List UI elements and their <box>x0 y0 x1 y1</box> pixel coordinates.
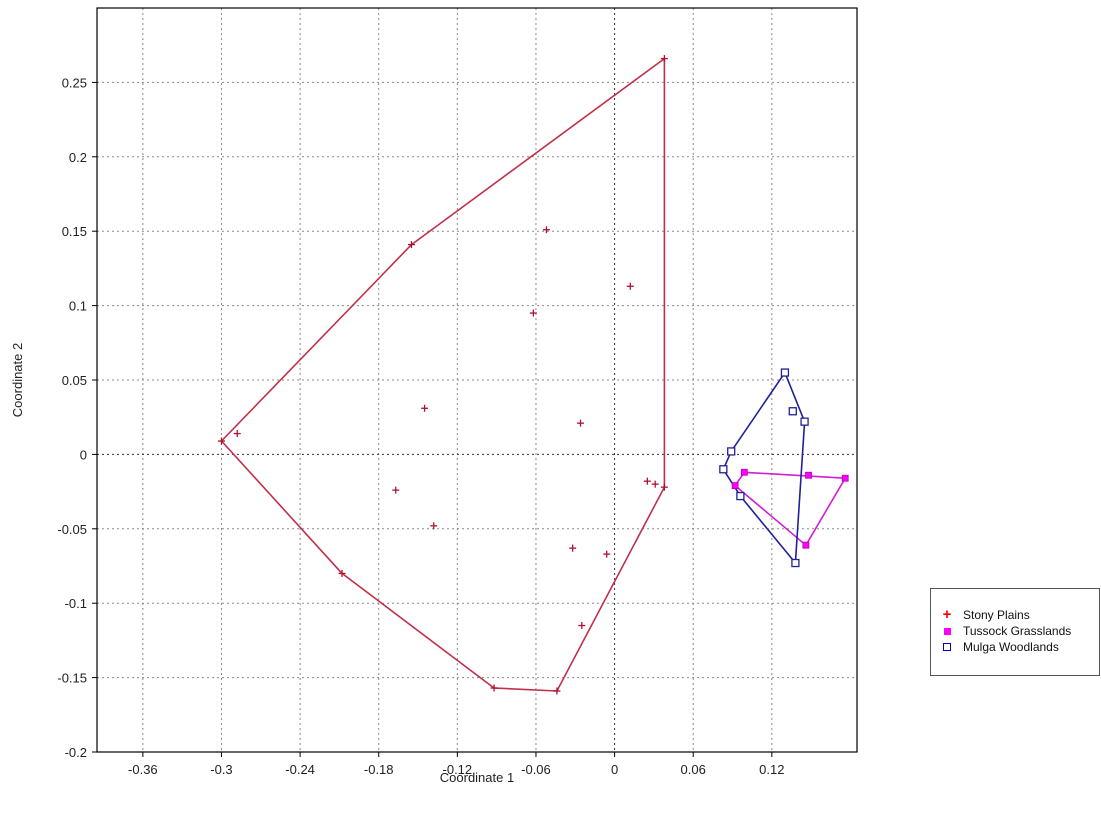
point-stony-plains <box>542 226 550 234</box>
point-stony-plains <box>603 550 611 558</box>
point-mulga-woodlands <box>727 447 736 456</box>
point-stony-plains <box>338 569 346 577</box>
grid-lines <box>97 8 857 753</box>
y-tick-label: 0 <box>80 447 87 462</box>
y-tick-label: 0.2 <box>69 150 87 165</box>
x-tick-label: -0.36 <box>128 762 158 777</box>
x-tick-label: 0 <box>611 762 618 777</box>
point-mulga-woodlands <box>791 558 800 568</box>
point-stony-plains <box>660 55 668 63</box>
point-mulga-woodlands <box>800 417 809 426</box>
point-stony-plains <box>643 477 651 485</box>
point-mulga-woodlands <box>788 407 797 416</box>
point-tussock-grasslands <box>841 474 849 482</box>
point-stony-plains <box>553 687 561 695</box>
open-square-marker-icon <box>941 641 953 653</box>
hull-stony-plains <box>220 57 666 692</box>
y-tick-label: 0.1 <box>69 299 87 314</box>
y-tick-label: -0.2 <box>65 745 87 760</box>
x-tick-label: -0.06 <box>521 762 551 777</box>
x-tick-label: 0.06 <box>681 762 706 777</box>
y-tick-label: 0.25 <box>62 75 87 90</box>
filled-square-marker-icon <box>941 625 953 637</box>
x-axis-ticks: -0.36 -0.3 -0.24 -0.18 -0.12 -0.06 0 0.06 0.12 <box>128 752 784 777</box>
point-tussock-grasslands <box>731 482 739 490</box>
convex-hulls <box>220 57 847 692</box>
point-stony-plains <box>217 437 225 445</box>
point-stony-plains <box>651 480 659 488</box>
point-tussock-grasslands <box>740 468 748 476</box>
point-stony-plains <box>421 404 429 412</box>
x-tick-label: -0.18 <box>364 762 394 777</box>
x-axis-title: Coordinate 1 <box>440 770 514 785</box>
point-stony-plains <box>578 622 586 630</box>
legend-label: Tussock Grasslands <box>963 624 1072 638</box>
point-mulga-woodlands <box>719 465 728 474</box>
y-tick-label: -0.1 <box>65 596 87 611</box>
point-stony-plains <box>569 544 577 552</box>
legend-label: Stony Plains <box>963 608 1030 622</box>
y-tick-label: 0.05 <box>62 373 87 388</box>
point-tussock-grasslands <box>802 541 810 549</box>
legend-item-mulga-woodlands: Mulga Woodlands <box>941 639 1099 655</box>
point-stony-plains <box>233 430 241 438</box>
point-stony-plains <box>529 309 537 317</box>
y-axis-ticks: -0.2 -0.15 -0.1 -0.05 0 0.05 0.1 0.15 0.2 0.25 <box>57 75 97 760</box>
y-tick-label: 0.15 <box>62 224 87 239</box>
legend-item-tussock-grasslands: Tussock Grasslands <box>941 623 1099 639</box>
legend: + Stony Plains Tussock Grasslands Mulga … <box>930 588 1100 676</box>
data-points <box>217 55 849 695</box>
x-tick-label: -0.24 <box>285 762 315 777</box>
point-stony-plains <box>392 486 400 494</box>
point-stony-plains <box>577 419 585 427</box>
y-tick-label: -0.15 <box>57 671 87 686</box>
x-tick-label: -0.12 <box>443 762 473 777</box>
legend-item-stony-plains: + Stony Plains <box>941 607 1099 623</box>
point-mulga-woodlands <box>780 368 790 377</box>
point-stony-plains <box>660 483 668 491</box>
plus-marker-icon: + <box>942 606 952 623</box>
point-stony-plains <box>626 282 634 290</box>
point-stony-plains <box>407 241 415 249</box>
point-stony-plains <box>430 522 438 530</box>
x-tick-label: 0.12 <box>759 762 784 777</box>
point-mulga-woodlands <box>736 491 745 501</box>
legend-label: Mulga Woodlands <box>963 640 1059 654</box>
y-axis-title: Coordinate 2 <box>10 343 25 417</box>
x-tick-label: -0.3 <box>210 762 232 777</box>
y-tick-label: -0.05 <box>57 522 87 537</box>
point-tussock-grasslands <box>805 471 812 479</box>
point-stony-plains <box>490 684 498 692</box>
